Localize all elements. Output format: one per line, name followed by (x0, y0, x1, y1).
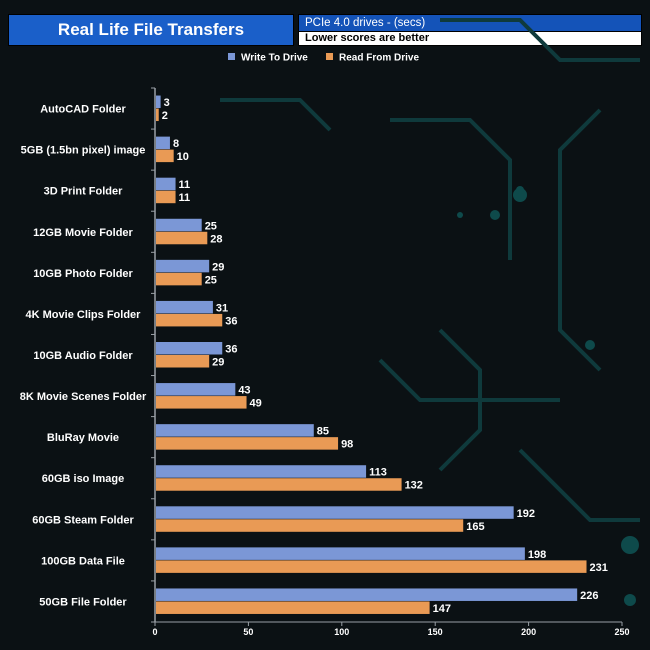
bar-write (156, 465, 367, 478)
bar-read (156, 355, 210, 368)
bar-value-label: 3 (164, 97, 170, 109)
bar-read (156, 231, 208, 245)
bar-value-label: 226 (580, 590, 598, 602)
bar-value-label: 8 (173, 138, 179, 150)
circuit-node (516, 186, 524, 194)
bar-read (156, 190, 176, 204)
category-label: 10GB Audio Folder (33, 350, 133, 362)
chart-note: Lower scores are better (298, 32, 642, 46)
circuit-node (621, 536, 639, 554)
circuit-node (585, 340, 595, 350)
bar-value-label: 85 (317, 426, 329, 438)
category-label: 4K Movie Clips Folder (26, 309, 142, 321)
bar-write (156, 259, 210, 273)
bar-value-label: 113 (369, 467, 387, 479)
x-tick-label: 200 (521, 627, 536, 637)
bar-read (156, 149, 174, 163)
legend-label-0: Write To Drive (241, 53, 308, 64)
bar-read (156, 560, 587, 573)
circuit-trace (518, 448, 640, 522)
circuit-node (490, 210, 500, 220)
category-label: 60GB iso Image (42, 473, 125, 485)
bar-value-label: 10 (177, 151, 189, 163)
category-label: AutoCAD Folder (40, 104, 126, 116)
bar-write (156, 95, 161, 109)
bar-value-label: 11 (179, 192, 191, 204)
category-label: 8K Movie Scenes Folder (20, 391, 147, 403)
bar-value-label: 231 (590, 562, 608, 574)
category-label: 10GB Photo Folder (33, 268, 133, 280)
bar-value-label: 192 (517, 508, 535, 520)
circuit-node (624, 594, 636, 606)
x-tick-label: 50 (243, 627, 253, 637)
bar-value-label: 28 (210, 233, 222, 245)
circuit-node (457, 212, 463, 218)
bar-value-label: 147 (433, 603, 451, 615)
bar-value-label: 25 (205, 274, 217, 286)
category-label: 5GB (1.5bn pixel) image (21, 145, 146, 157)
x-tick-label: 250 (614, 627, 629, 637)
bar-read (156, 313, 223, 327)
bar-write (156, 383, 236, 396)
bar-read (156, 519, 464, 532)
bar-value-label: 165 (466, 521, 484, 533)
circuit-trace (390, 118, 512, 260)
chart-subtitle: PCIe 4.0 drives - (secs) (298, 14, 642, 32)
bar-value-label: 29 (212, 261, 224, 273)
chart-subtitle-box: PCIe 4.0 drives - (secs) Lower scores ar… (298, 14, 642, 46)
bar-read (156, 272, 202, 286)
bar-value-label: 43 (238, 385, 250, 397)
category-label: 12GB Movie Folder (33, 227, 133, 239)
x-tick-label: 100 (334, 627, 349, 637)
bar-value-label: 198 (528, 549, 546, 561)
legend-swatch-0 (228, 53, 235, 60)
category-label: 60GB Steam Folder (32, 514, 134, 526)
circuit-background-decoration (220, 18, 640, 606)
bar-write (156, 424, 314, 437)
category-label: BluRay Movie (47, 432, 119, 444)
bar-read (156, 396, 247, 409)
category-label: 100GB Data File (41, 555, 125, 567)
bar-write (156, 177, 176, 191)
category-label: 50GB File Folder (39, 596, 127, 608)
bar-value-label: 49 (250, 398, 262, 410)
bar-write (156, 547, 525, 560)
bar-read (156, 478, 402, 491)
bar-write (156, 588, 578, 601)
chart-title: Real Life File Transfers (57, 20, 245, 39)
bar-read (156, 601, 430, 614)
bar-value-label: 98 (341, 439, 353, 451)
x-tick-label: 150 (428, 627, 443, 637)
bar-write (156, 136, 170, 150)
bar-write (156, 342, 223, 355)
legend-label-1: Read From Drive (339, 53, 419, 64)
circuit-trace (378, 358, 560, 402)
bar-value-label: 11 (179, 179, 191, 191)
legend: Write To Drive Read From Drive (228, 53, 419, 64)
circuit-trace (558, 108, 602, 372)
plot-area: 0 50 100 150 200 250 AutoCAD Folder 32 5GB (1.5b… (20, 87, 630, 637)
bar-value-label: 132 (405, 480, 423, 492)
legend-swatch-1 (326, 53, 333, 60)
bar-write (156, 506, 514, 519)
bar-value-label: 36 (225, 344, 237, 356)
bar-value-label: 25 (205, 220, 217, 232)
bar-read (156, 437, 339, 450)
category-label: 3D Print Folder (44, 186, 124, 198)
bar-read (156, 108, 159, 122)
bar-write (156, 300, 213, 314)
chart-title-box: Real Life File Transfers (8, 14, 294, 46)
bar-value-label: 2 (162, 110, 168, 122)
bar-value-label: 31 (216, 302, 228, 314)
circuit-trace (440, 18, 640, 62)
bar-value-label: 29 (212, 357, 224, 369)
x-tick-label: 0 (152, 627, 157, 637)
bar-write (156, 218, 202, 232)
circuit-trace (220, 98, 332, 132)
bar-value-label: 36 (225, 315, 237, 327)
